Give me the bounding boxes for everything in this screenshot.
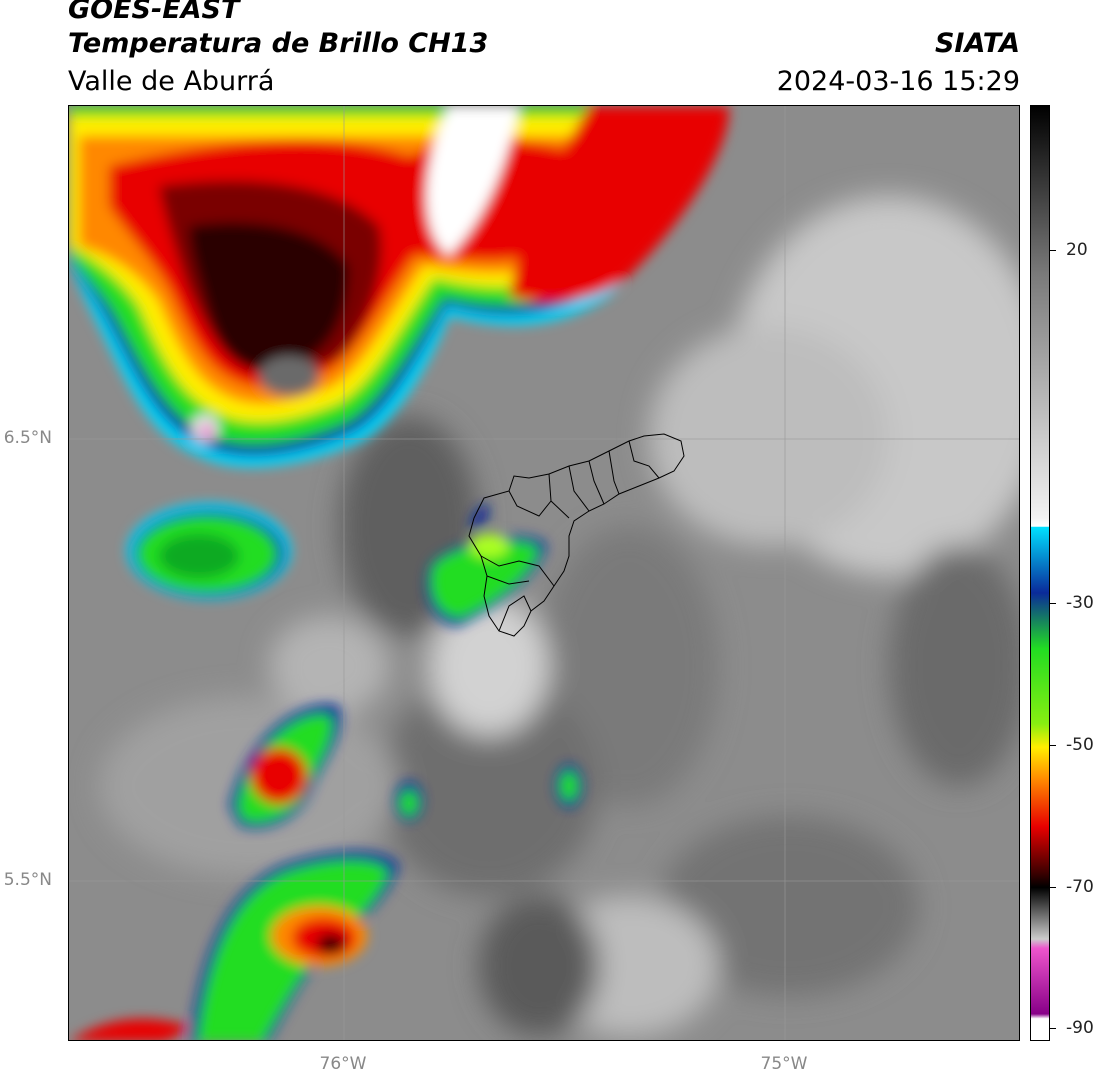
valle-aburra-outline: [468, 433, 685, 637]
colorbar-tick-mark: [1050, 250, 1056, 251]
product-title: Temperatura de Brillo CH13: [68, 28, 489, 59]
colorbar-tick-mark: [1050, 1028, 1056, 1029]
cold-cloud-west: [127, 503, 291, 599]
lat-label-5-5: 5.5°N: [3, 870, 52, 890]
colorbar-tick-minus50: -50: [1066, 735, 1094, 755]
satellite-title: GOES-EAST: [68, 0, 240, 25]
satellite-map[interactable]: [68, 105, 1020, 1041]
lon-label-76: 76°W: [319, 1054, 367, 1074]
colorbar-gradient: [1031, 106, 1049, 1040]
timestamp-label: 2024-03-16 15:29: [776, 66, 1020, 97]
cold-cloud-north: [69, 106, 730, 467]
colorbar-tick-mark: [1050, 603, 1056, 604]
cold-cloud-south: [72, 704, 583, 1040]
colorbar-tick-minus70: -70: [1066, 877, 1094, 897]
colorbar: [1030, 105, 1050, 1041]
lon-label-75: 75°W: [760, 1054, 808, 1074]
colorbar-tick-20: 20: [1066, 240, 1088, 260]
brightness-temperature-field: [69, 106, 1019, 1040]
lat-label-6-5: 6.5°N: [3, 428, 52, 448]
colorbar-tick-minus90: -90: [1066, 1018, 1094, 1038]
colorbar-tick-minus30: -30: [1066, 593, 1094, 613]
region-title: Valle de Aburrá: [68, 66, 275, 97]
brand-label: SIATA: [934, 28, 1020, 59]
graticule: [69, 106, 1019, 1040]
colorbar-tick-mark: [1050, 745, 1056, 746]
colorbar-tick-mark: [1050, 887, 1056, 888]
